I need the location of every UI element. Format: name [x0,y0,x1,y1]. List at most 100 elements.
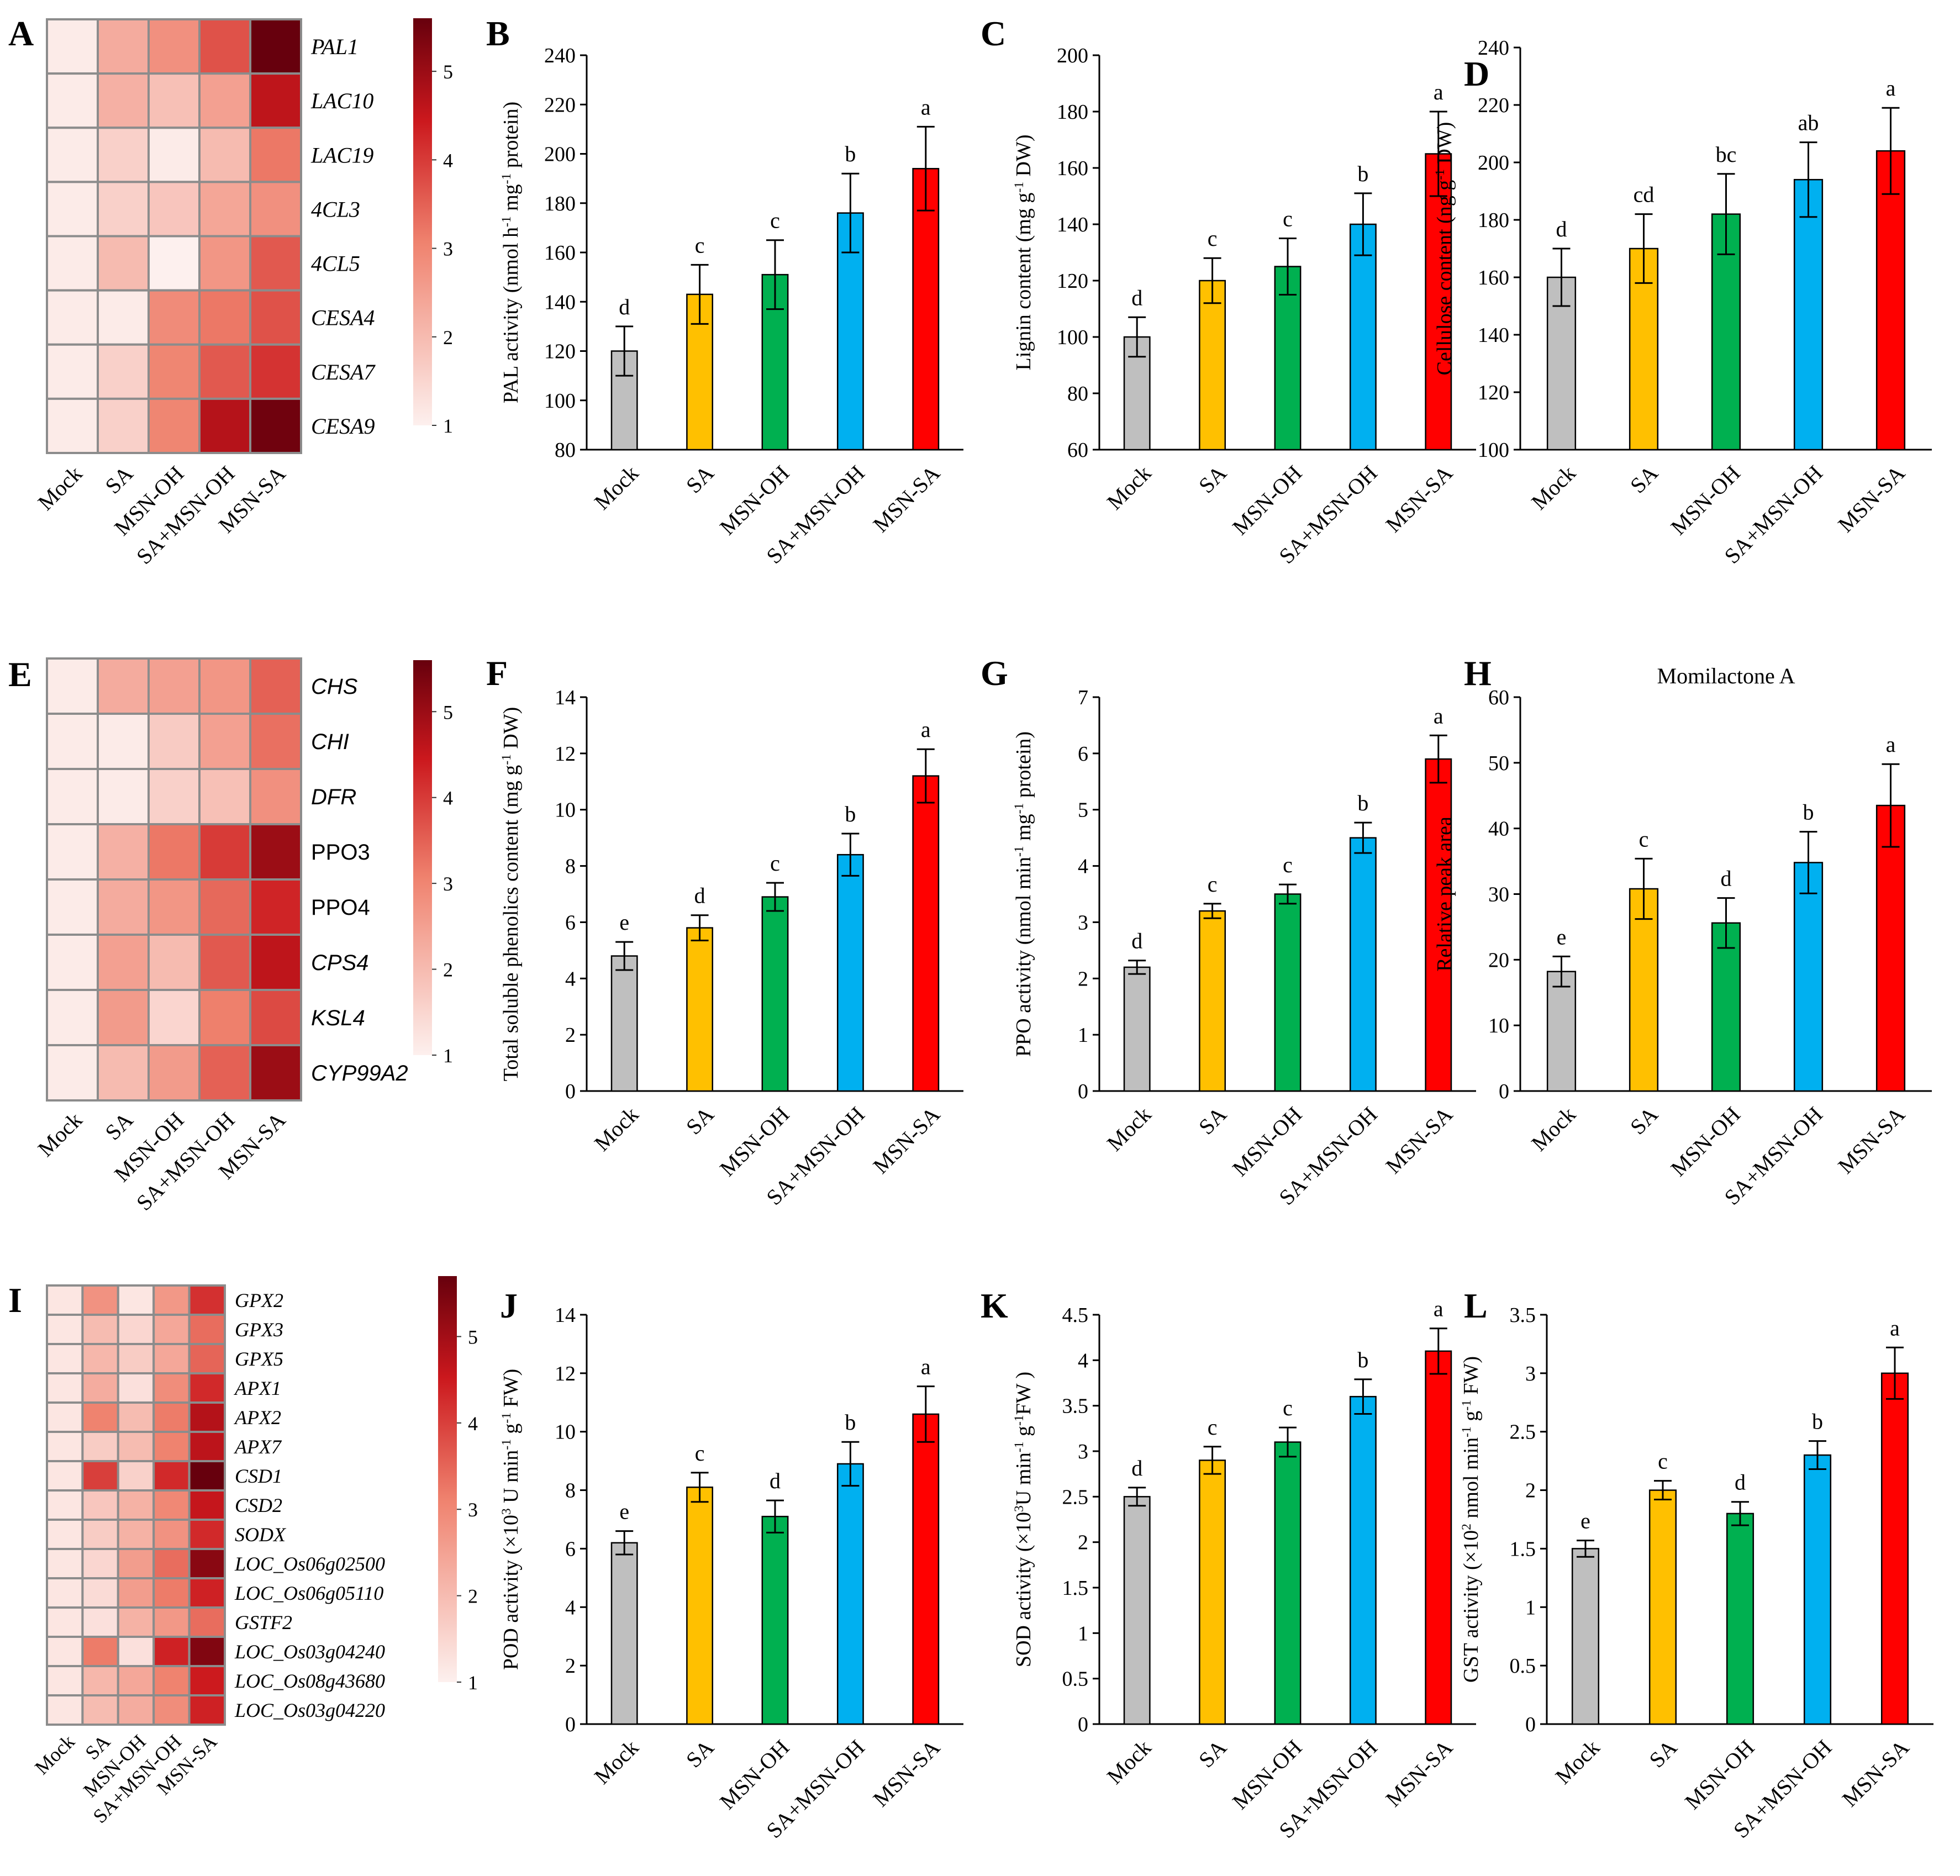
colorbar-tick-label: 4 [443,149,453,171]
heatmap-cell [198,289,251,346]
heatmap-cell [46,1044,99,1102]
y-tick-label: 0.5 [1510,1654,1536,1678]
y-tick-label: 120 [1057,270,1088,293]
heatmap-cell [81,1577,119,1609]
heatmap-cell [147,989,201,1046]
x-tick-label: MSN-SA [1837,1735,1914,1811]
significance-letter: a [921,94,931,119]
heatmap-row-label: LOC_Os03g04240 [234,1641,385,1663]
bar-MSN-OH [761,1515,789,1725]
y-tick-label: 0 [1078,1080,1088,1103]
heatmap-cell [152,1577,191,1609]
y-axis-label-part: U min [1012,1452,1035,1505]
heatmap-row-label: KSL4 [311,1006,365,1030]
bar-MSN-SA [1425,758,1452,1092]
heatmap-cell [147,72,201,129]
heatmap-row-label: LOC_Os06g05110 [234,1582,383,1604]
heatmap-cell [152,1460,191,1492]
heatmap-cell [46,1636,84,1667]
heatmap-cell [147,235,201,292]
y-axis-label-part: GST activity (×10 [1460,1530,1483,1683]
heatmap-row-label: CHS [311,674,358,699]
heatmap-cell [188,1519,226,1550]
significance-letter: a [1434,80,1443,104]
heatmap-row-label: CPS4 [311,951,369,975]
y-tick-label: 180 [1057,101,1088,124]
heatmap-cell [147,18,201,75]
y-tick-label: 10 [555,1421,576,1444]
y-tick-label: 0 [565,1080,576,1103]
y-tick-label: 7 [1078,686,1088,709]
heatmap-cell [152,1314,191,1345]
y-tick-label: 80 [1067,382,1088,405]
significance-letter: cd [1634,182,1655,207]
y-tick-label: 160 [1478,266,1509,289]
x-tick-label: MSN-OH [1666,461,1745,540]
heatmap-cell [46,768,99,825]
y-tick-label: 3 [1525,1362,1536,1385]
y-axis-label: GST activity (×102 nmol min-1 g-1 FW) [1460,1356,1483,1683]
y-axis-label-part: U min [499,1450,523,1509]
y-tick-label: 0 [565,1713,576,1736]
y-axis-label-superscript: -1 [1460,1426,1474,1437]
heatmap-cell [46,1314,84,1345]
colorbar-tick-label: 1 [468,1672,478,1694]
significance-letter: b [1812,1409,1823,1434]
heatmap-cell [46,1401,84,1433]
heatmap-cell [188,1284,226,1316]
y-tick-label: 100 [544,389,576,413]
heatmap-cell [46,1343,84,1374]
heatmap-cell [81,1401,119,1433]
chart-title: Momilactone A [1657,663,1795,688]
heatmap-cell [46,989,99,1046]
heatmap-cell [97,397,150,454]
y-tick-label: 1.5 [1062,1577,1089,1600]
y-tick-label: 180 [1478,209,1509,232]
heatmap-cell [46,181,99,238]
heatmap-cell [198,343,251,400]
y-axis-label: Lignin content (mg g-1 DW) [1012,135,1035,371]
heatmap-row-label: SODX [235,1524,287,1546]
y-tick-label: 1 [1525,1596,1536,1619]
heatmap-cell [188,1665,226,1696]
heatmap-row-label: GPX2 [235,1289,283,1311]
heatmap-cell [46,1460,84,1492]
x-tick-label: Mock [30,1730,79,1779]
y-tick-label: 1.5 [1510,1537,1536,1561]
colorbar-tick-label: 2 [468,1585,478,1608]
bar-MSN-SA [1425,1350,1452,1725]
bar-SA [686,1487,714,1725]
heatmap-cell [81,1636,119,1667]
y-axis-label-superscript: -1 [1012,1415,1026,1426]
significance-letter: d [1131,1456,1142,1480]
bar-MSN-OH [1274,893,1302,1092]
significance-letter: d [1735,1470,1746,1495]
y-tick-label: 220 [544,93,576,117]
significance-letter: c [770,851,780,876]
heatmap-row-label: APX1 [234,1377,281,1399]
y-axis-label-part: FW) [1460,1356,1483,1400]
y-axis-label-part: g [499,1424,523,1440]
bar-Mock [610,955,638,1092]
heatmap-cell [97,72,150,129]
colorbar [413,18,432,425]
heatmap-cell [249,823,302,881]
heatmap-cell [46,235,99,292]
heatmap-cell [198,1044,251,1102]
heatmap-cell [81,1489,119,1521]
significance-letter: c [1658,1449,1668,1474]
heatmap-cell [198,235,251,292]
heatmap-cell [188,1372,226,1404]
y-axis-label-superscript: -1 [499,1439,514,1450]
heatmap-cell [46,289,99,346]
heatmap-row-label: CESA9 [311,414,375,439]
heatmap-cell [152,1401,191,1433]
y-axis-label: PAL activity (nmol h-1 mg-1 protein) [499,102,523,403]
y-axis-label-superscript: -1 [1012,803,1026,814]
heatmap-cell [249,878,302,936]
significance-letter: c [1283,207,1293,231]
y-axis-label: PPO activity (nmol min-1 mg-1 protein) [1012,731,1035,1057]
